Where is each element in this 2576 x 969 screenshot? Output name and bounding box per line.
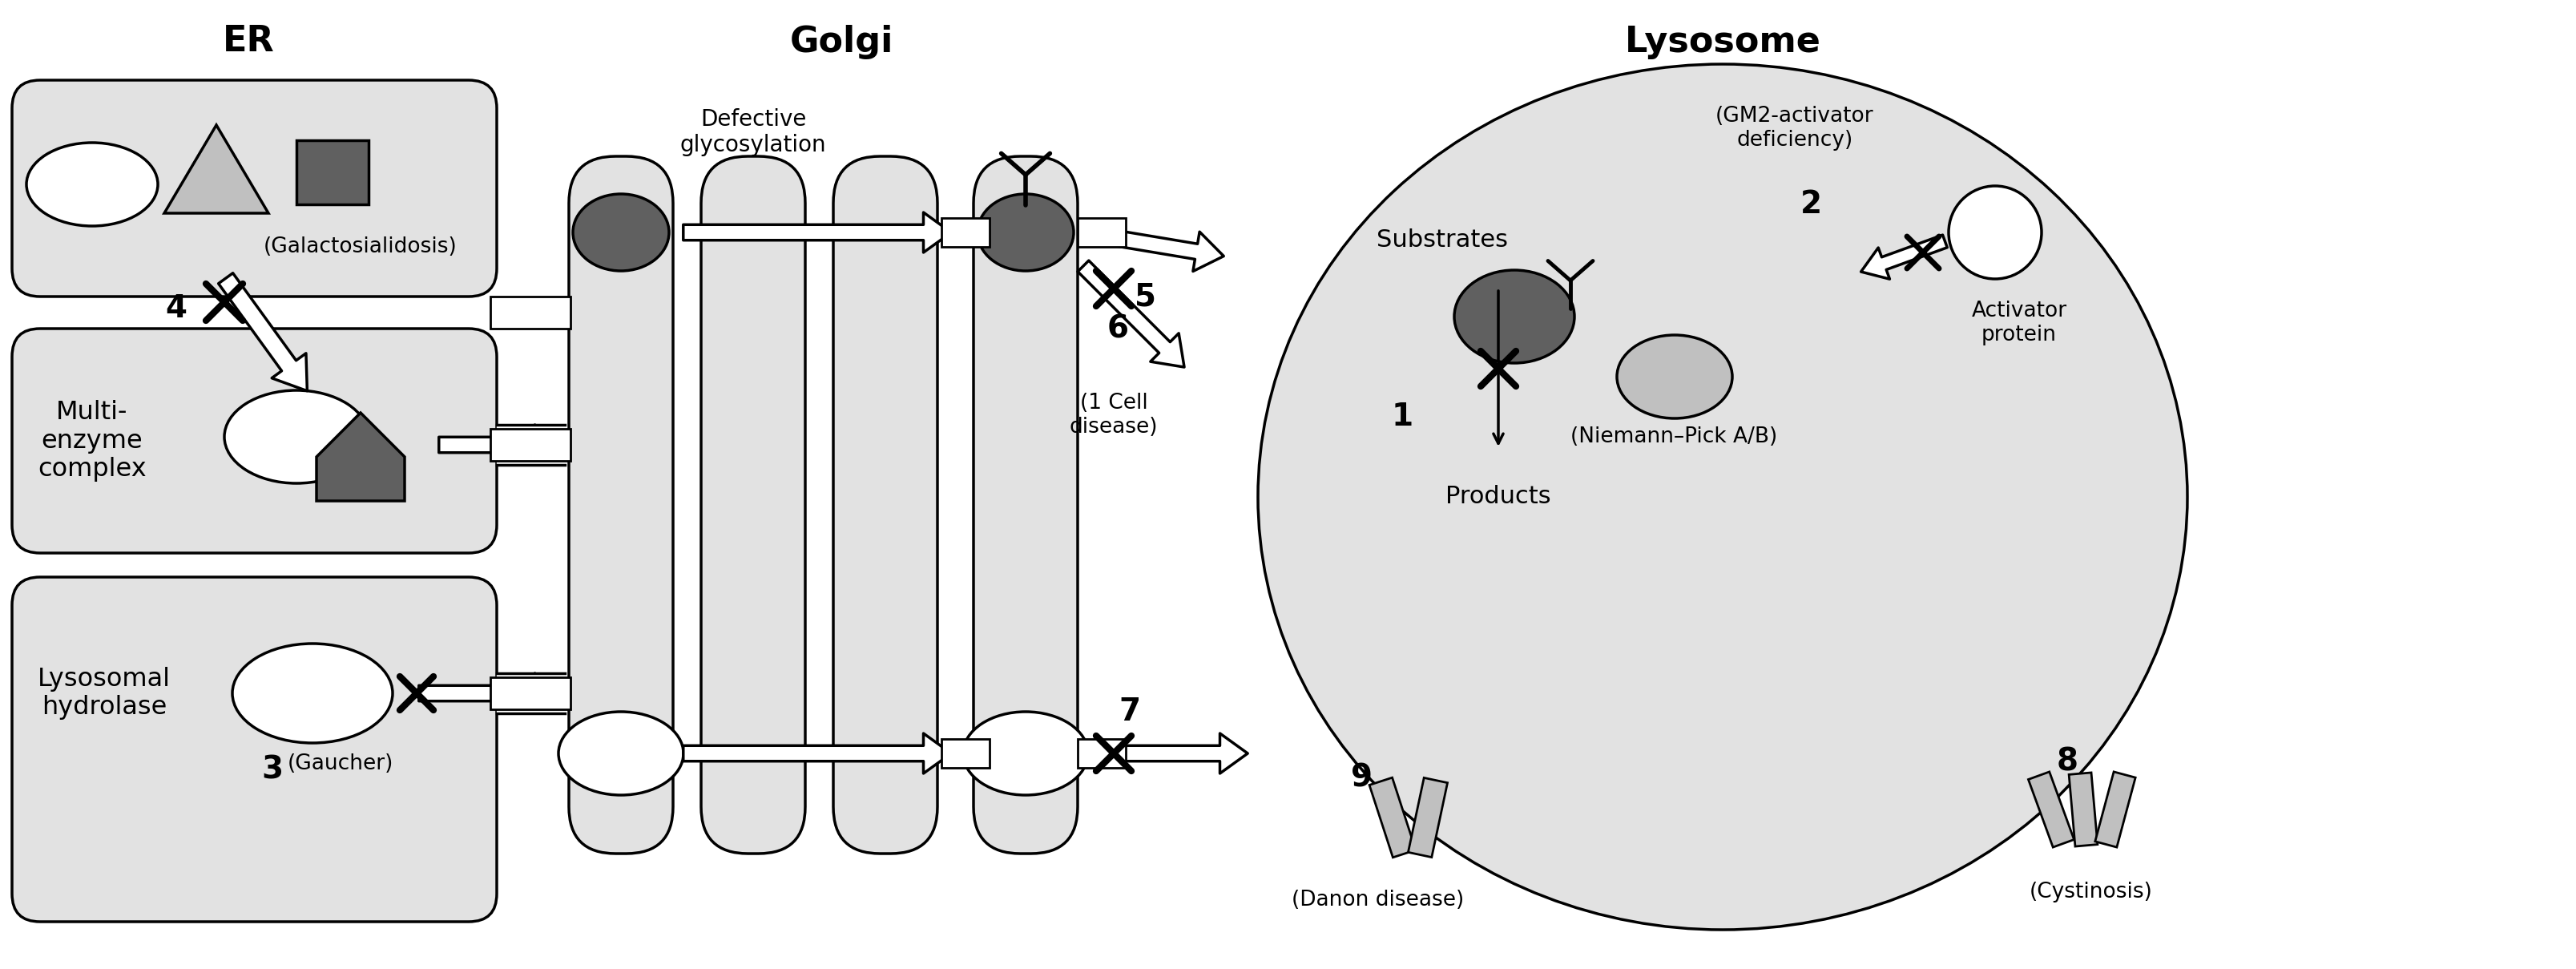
Ellipse shape xyxy=(1618,335,1731,419)
FancyBboxPatch shape xyxy=(13,328,497,553)
Polygon shape xyxy=(1409,778,1448,858)
FancyArrowPatch shape xyxy=(219,273,307,391)
Text: Multi-
enzyme
complex: Multi- enzyme complex xyxy=(39,399,147,482)
Bar xyxy=(489,677,569,709)
Text: Lysosomal
hydrolase: Lysosomal hydrolase xyxy=(39,667,170,720)
FancyArrowPatch shape xyxy=(1077,261,1185,367)
Text: (GM2-activator
deficiency): (GM2-activator deficiency) xyxy=(1716,106,1873,151)
Polygon shape xyxy=(165,125,268,213)
Text: Lysosome: Lysosome xyxy=(1625,24,1821,59)
Text: (1 Cell
disease): (1 Cell disease) xyxy=(1069,392,1159,438)
Text: (Galactosialidosis): (Galactosialidosis) xyxy=(263,236,459,258)
Bar xyxy=(296,141,368,204)
Ellipse shape xyxy=(976,194,1074,271)
FancyBboxPatch shape xyxy=(13,80,497,297)
Text: 4: 4 xyxy=(165,294,188,324)
FancyBboxPatch shape xyxy=(13,578,497,922)
Polygon shape xyxy=(2069,772,2097,846)
Ellipse shape xyxy=(224,391,368,484)
FancyBboxPatch shape xyxy=(974,156,1077,854)
Ellipse shape xyxy=(1455,270,1574,363)
Text: 3: 3 xyxy=(263,754,283,785)
Ellipse shape xyxy=(963,711,1087,796)
Text: 9: 9 xyxy=(1352,763,1373,793)
Polygon shape xyxy=(2094,771,2136,847)
Ellipse shape xyxy=(26,142,157,226)
Polygon shape xyxy=(1370,777,1417,858)
FancyArrowPatch shape xyxy=(683,734,951,773)
Text: Defective
glycosylation: Defective glycosylation xyxy=(680,109,827,157)
Text: Activator
protein: Activator protein xyxy=(1971,300,2066,345)
Polygon shape xyxy=(317,413,404,501)
FancyBboxPatch shape xyxy=(832,156,938,854)
Text: 6: 6 xyxy=(1108,313,1128,344)
Text: Substrates: Substrates xyxy=(1376,229,1507,252)
Text: 8: 8 xyxy=(2056,746,2079,776)
Text: 7: 7 xyxy=(1118,697,1141,727)
Bar xyxy=(940,739,989,767)
Text: 1: 1 xyxy=(1391,401,1414,432)
Text: 5: 5 xyxy=(1136,281,1157,312)
FancyArrowPatch shape xyxy=(420,673,562,713)
Bar xyxy=(1077,739,1126,767)
FancyArrowPatch shape xyxy=(438,424,562,465)
Bar xyxy=(1077,218,1126,247)
FancyBboxPatch shape xyxy=(701,156,806,854)
Text: Golgi: Golgi xyxy=(788,24,894,59)
Ellipse shape xyxy=(1257,64,2187,929)
Bar xyxy=(489,429,569,461)
Polygon shape xyxy=(2027,771,2074,847)
Bar xyxy=(940,218,989,247)
FancyBboxPatch shape xyxy=(569,156,672,854)
FancyArrowPatch shape xyxy=(683,212,951,253)
FancyArrowPatch shape xyxy=(1860,234,1947,279)
Bar xyxy=(489,297,569,328)
Text: (Niemann–Pick A/B): (Niemann–Pick A/B) xyxy=(1571,426,1777,448)
FancyArrowPatch shape xyxy=(1084,734,1247,773)
Text: 2: 2 xyxy=(1801,189,1821,220)
Ellipse shape xyxy=(572,194,670,271)
Text: (Cystinosis): (Cystinosis) xyxy=(2030,882,2154,902)
Text: (Gaucher): (Gaucher) xyxy=(289,754,394,774)
Text: (Danon disease): (Danon disease) xyxy=(1293,890,1463,911)
FancyArrowPatch shape xyxy=(1082,225,1224,271)
Ellipse shape xyxy=(559,711,683,796)
Ellipse shape xyxy=(1947,186,2043,279)
Text: Products: Products xyxy=(1445,485,1551,509)
Text: ER: ER xyxy=(222,24,273,59)
Ellipse shape xyxy=(232,643,392,743)
